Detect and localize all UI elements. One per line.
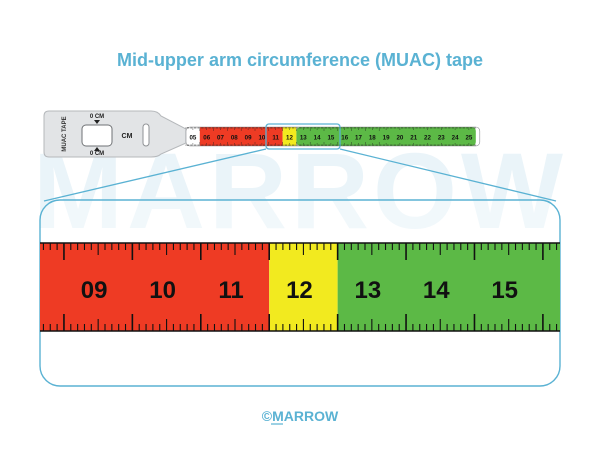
zoom-zone-green [337,243,560,331]
callout-box [265,123,341,150]
tape-number: 25 [465,135,472,142]
tape-head-window [81,124,113,147]
tape-number: 14 [314,135,321,142]
tape-number: 21 [410,135,417,142]
tape-head-bottom-marker: 0 CM [90,151,104,157]
tape-number: 10 [258,135,265,142]
tape-number: 09 [245,135,252,142]
tape-head-vertical-label: MUAC TAPE [62,116,68,151]
tape-number: 12 [286,135,293,142]
callout-line-right [339,148,557,202]
tape-head-unit-label: CM [122,133,133,140]
zoom-strip: 09 10 11 12 13 14 15 [40,242,560,332]
zoom-number: 13 [354,277,381,304]
zoom-zone-red [40,243,270,331]
tape-zone-yellow [282,127,297,146]
tape-number: 17 [355,135,362,142]
tape-head: MUAC TAPE 0 CM 0 CM CM [43,110,187,158]
copyright-text: ©MARROW [262,408,339,424]
zoom-number: 15 [491,277,518,304]
tape-strip: 05 06 07 08 09 10 11 12 13 14 15 16 17 18 19 20 21 22 23 24… [185,126,481,147]
tape-number: 11 [272,135,279,142]
tape-lead-segment [186,127,200,146]
tape-number: 15 [327,135,334,142]
tape-number: 19 [383,135,390,142]
tape-number: 07 [217,135,224,142]
bottom-marker-arrow-icon [94,147,100,151]
tape-number: 18 [369,135,376,142]
tape-number: 23 [438,135,445,142]
zoom-number: 12 [286,277,313,304]
tape-number: 22 [424,135,431,142]
tape-head-slot [142,123,150,147]
tape-outline [185,126,481,147]
tape-number: 16 [341,135,348,142]
tape-number: 08 [231,135,238,142]
tape-zone-green [296,127,476,146]
zoom-number: 14 [423,277,450,304]
zoom-number: 11 [218,277,243,304]
tape-zone-red [199,127,283,146]
zoom-zone-yellow [269,243,338,331]
diagram-title: Mid-upper arm circumference (MUAC) tape [117,50,483,70]
zoom-number: 10 [149,277,176,304]
callout-line-left [43,148,267,202]
tape-number: 24 [452,135,459,142]
tape-number: 05 [189,135,196,142]
tape-head-top-marker: 0 CM [90,114,104,120]
tape-number: 06 [203,135,210,142]
tape-number: 20 [396,135,403,142]
tape-number: 13 [300,135,307,142]
zoom-number: 09 [81,277,108,304]
top-marker-arrow-icon [94,120,100,124]
